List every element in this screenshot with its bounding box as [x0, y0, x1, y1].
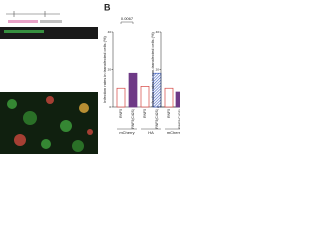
y-tick-label: 20: [156, 67, 160, 71]
timeline-note: [40, 20, 62, 23]
x-tick-label: RNF5: [143, 109, 147, 118]
panel-label: B: [104, 2, 111, 12]
page: {"panel_label": "B", "chart_data": [ {"t…: [0, 0, 180, 154]
x-tick-label: RNF5(C42S): [131, 109, 135, 129]
y-tick-label: 0: [109, 105, 111, 109]
x-tick-label: RNF5(C42S): [178, 109, 180, 129]
bar: [175, 91, 180, 108]
bar: [164, 87, 174, 108]
timeline-note: [8, 20, 38, 23]
y-tick-label: 0: [157, 105, 159, 109]
significance-bracket: [120, 21, 134, 24]
y-tick-label: 40: [156, 30, 160, 34]
y-axis-label: Infection rates in transfected cells (%): [102, 35, 107, 102]
image-strip-label: [4, 30, 44, 33]
x-tick-label: RNF5: [119, 109, 123, 118]
left-panel: [0, 11, 98, 154]
y-tick-label: 40: [108, 30, 112, 34]
significance-label: 0.0067: [121, 16, 134, 21]
x-tick-label: RNF5: [167, 109, 171, 118]
y-axis-label: Infection rates in non-transfected cells…: [150, 31, 155, 106]
bar: [116, 87, 126, 108]
group-label: HA: [148, 130, 154, 135]
bar: [140, 86, 150, 108]
cells: [7, 96, 93, 152]
group-label: mCherry: [119, 130, 134, 135]
y-tick-label: 20: [108, 67, 112, 71]
group-label: mCherry: [167, 130, 180, 135]
x-tick-label: RNF5(C42S): [155, 109, 159, 129]
bar: [128, 72, 138, 108]
